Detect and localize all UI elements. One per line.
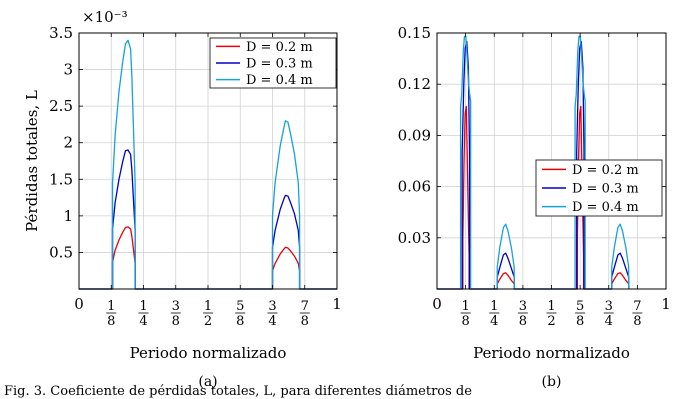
x-tick-label-denominator: 2 [204, 314, 212, 329]
panel-label: (a) [198, 374, 217, 390]
x-axis-title: Periodo normalizado [473, 344, 630, 362]
y-tick-label: 3 [63, 61, 73, 79]
x-tick-label: 1 [332, 295, 342, 313]
x-tick-label-denominator: 4 [605, 314, 613, 329]
legend-entry-1: D = 0.2 m [246, 40, 313, 55]
chart-panel-a: 0 1814381258347810.511.522.533.5×10⁻³Peri… [23, 8, 342, 390]
x-tick-label-numerator: 7 [301, 299, 309, 314]
y-tick-label: 1 [63, 207, 73, 225]
legend-entry-2: D = 0.3 m [572, 182, 639, 197]
x-tick-label-denominator: 8 [519, 314, 527, 329]
chart-panel-b: 0 1814381258347810.030.060.090.120.15Peri… [398, 24, 671, 390]
x-tick-label-denominator: 2 [547, 314, 555, 329]
x-tick-label-denominator: 8 [301, 314, 309, 329]
x-tick-label: 0 [432, 295, 442, 313]
panel-label: (b) [542, 374, 562, 390]
caption-strip: Fig. 3. Coeficiente de pérdidas totales,… [0, 384, 694, 399]
y-tick-label: 2.5 [49, 97, 73, 115]
y-tick-label: 1.5 [49, 170, 73, 188]
x-tick-label-numerator: 1 [490, 299, 498, 314]
legend-entry-2: D = 0.3 m [246, 57, 313, 72]
x-tick-label-numerator: 7 [633, 299, 641, 314]
x-tick-label-denominator: 8 [172, 314, 180, 329]
y-tick-label: 0.12 [398, 75, 431, 93]
x-tick-label-numerator: 1 [461, 299, 469, 314]
x-tick-label: 0 [74, 295, 84, 313]
x-tick-label-numerator: 5 [236, 299, 244, 314]
x-tick-label-denominator: 8 [236, 314, 244, 329]
x-tick-label-numerator: 1 [547, 299, 555, 314]
y-tick-label: 2 [63, 134, 73, 152]
x-tick-label-denominator: 8 [107, 314, 115, 329]
x-axis-title: Periodo normalizado [130, 344, 287, 362]
x-tick-label-denominator: 8 [633, 314, 641, 329]
x-tick-label-denominator: 8 [461, 314, 469, 329]
x-tick-label-numerator: 1 [204, 299, 212, 314]
y-tick-label: 0.15 [398, 24, 431, 42]
x-tick-label-numerator: 3 [172, 299, 180, 314]
x-tick-label-numerator: 3 [605, 299, 613, 314]
y-tick-label: 0.5 [49, 243, 73, 261]
legend-entry-1: D = 0.2 m [572, 163, 639, 178]
y-tick-label: 0.03 [398, 229, 431, 247]
x-tick-label-numerator: 3 [519, 299, 527, 314]
y-tick-label: 0.09 [398, 126, 431, 144]
x-tick-label-numerator: 3 [268, 299, 276, 314]
y-axis-title: Pérdidas totales, L [23, 90, 41, 232]
figure-caption: Fig. 3. Coeficiente de pérdidas totales,… [4, 384, 472, 399]
x-tick-label-denominator: 4 [268, 314, 276, 329]
x-tick-label-numerator: 1 [139, 299, 147, 314]
y-tick-label: 0.06 [398, 178, 431, 196]
x-tick-label-denominator: 4 [490, 314, 498, 329]
legend-entry-3: D = 0.4 m [246, 73, 313, 88]
x-tick-label-numerator: 5 [576, 299, 584, 314]
x-tick-label-numerator: 1 [107, 299, 115, 314]
x-tick-label-denominator: 8 [576, 314, 584, 329]
x-tick-label: 1 [661, 295, 671, 313]
legend: D = 0.2 m D = 0.3 m D = 0.4 m [535, 159, 663, 217]
x-tick-label-denominator: 4 [139, 314, 147, 329]
y-exponent-label: ×10⁻³ [82, 8, 128, 26]
legend: D = 0.2 m D = 0.3 mD = 0.4 m [209, 37, 337, 89]
legend-entry-3: D = 0.4 m [572, 200, 639, 215]
y-tick-label: 3.5 [49, 24, 73, 42]
